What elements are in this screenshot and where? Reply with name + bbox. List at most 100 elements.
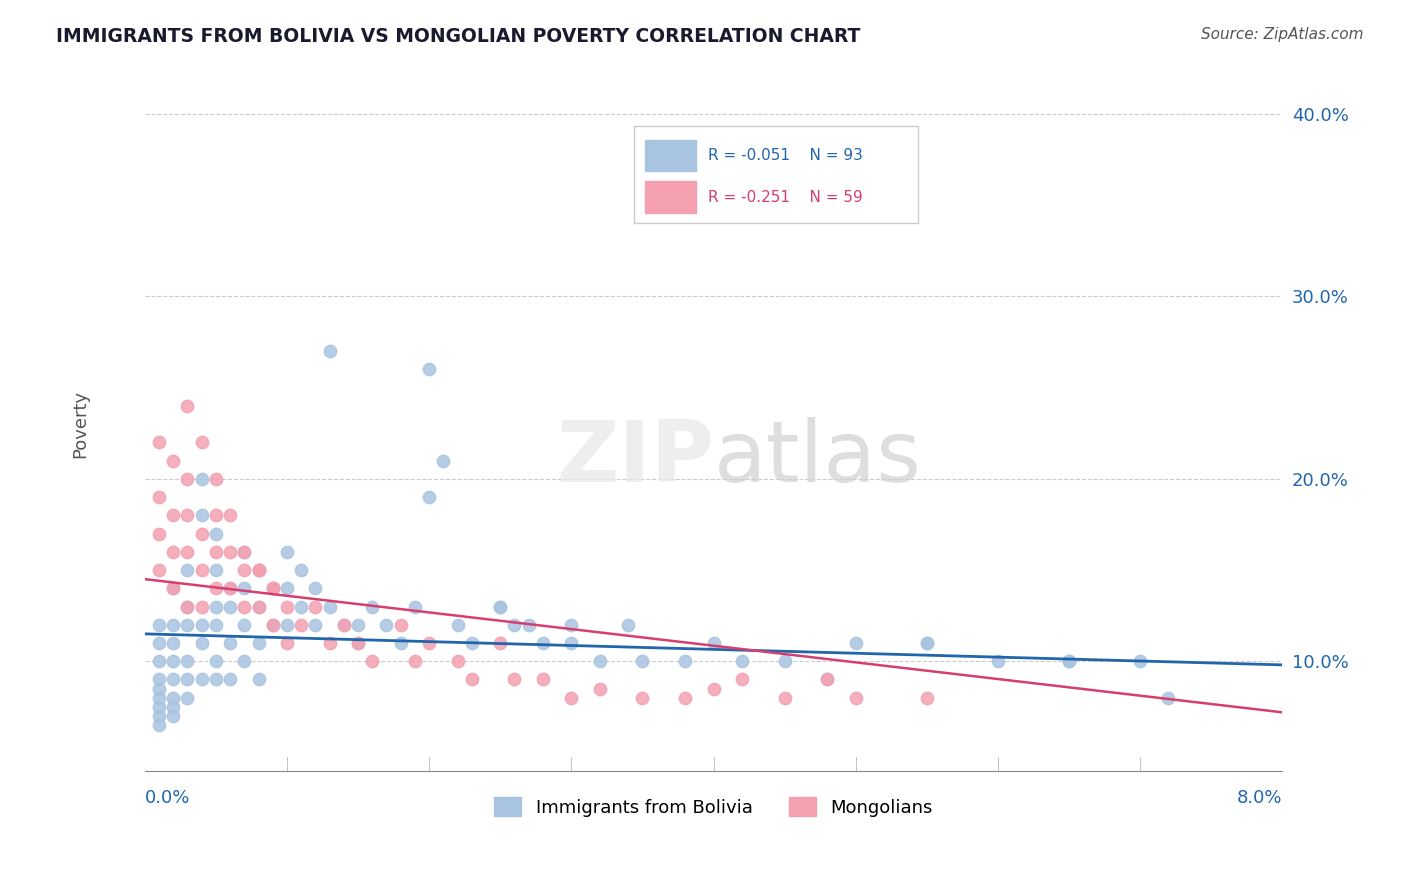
Point: [247, 636, 270, 650]
Point: [162, 699, 184, 714]
Point: [190, 617, 212, 632]
Point: [176, 399, 198, 413]
Point: [162, 709, 184, 723]
Point: [845, 198, 868, 212]
Point: [162, 617, 184, 632]
Point: [276, 545, 298, 559]
Point: [162, 673, 184, 687]
Point: [219, 581, 242, 595]
Point: [673, 690, 696, 705]
Point: [162, 654, 184, 668]
FancyBboxPatch shape: [645, 140, 696, 171]
Point: [190, 636, 212, 650]
Point: [162, 545, 184, 559]
Point: [148, 699, 170, 714]
Point: [162, 581, 184, 595]
Point: [190, 435, 212, 450]
Point: [247, 599, 270, 614]
Point: [503, 617, 526, 632]
Point: [389, 636, 412, 650]
Point: [589, 681, 612, 696]
Text: IMMIGRANTS FROM BOLIVIA VS MONGOLIAN POVERTY CORRELATION CHART: IMMIGRANTS FROM BOLIVIA VS MONGOLIAN POV…: [56, 27, 860, 45]
Point: [290, 563, 312, 577]
Point: [233, 545, 256, 559]
Point: [219, 508, 242, 523]
Point: [531, 636, 554, 650]
Point: [404, 599, 426, 614]
Point: [531, 673, 554, 687]
Point: [205, 581, 228, 595]
Point: [1129, 654, 1152, 668]
Point: [560, 617, 582, 632]
Point: [503, 673, 526, 687]
Point: [162, 453, 184, 467]
Point: [361, 654, 384, 668]
Point: [560, 690, 582, 705]
Point: [418, 490, 440, 504]
Text: 8.0%: 8.0%: [1237, 789, 1282, 807]
Point: [148, 617, 170, 632]
Point: [389, 617, 412, 632]
Point: [176, 508, 198, 523]
Point: [446, 617, 468, 632]
Point: [162, 508, 184, 523]
Point: [276, 636, 298, 650]
Point: [318, 599, 340, 614]
Point: [148, 435, 170, 450]
Point: [190, 599, 212, 614]
Point: [333, 617, 356, 632]
Point: [233, 654, 256, 668]
Point: [219, 545, 242, 559]
Point: [845, 636, 868, 650]
Point: [489, 636, 512, 650]
Point: [247, 599, 270, 614]
Point: [489, 599, 512, 614]
Point: [190, 508, 212, 523]
Point: [205, 617, 228, 632]
Point: [276, 617, 298, 632]
Point: [262, 581, 284, 595]
Point: [233, 563, 256, 577]
Point: [219, 581, 242, 595]
Point: [815, 673, 838, 687]
Point: [247, 673, 270, 687]
Point: [773, 690, 796, 705]
Point: [915, 636, 938, 650]
Point: [205, 508, 228, 523]
Point: [205, 526, 228, 541]
Point: [176, 472, 198, 486]
Point: [318, 344, 340, 359]
Point: [333, 617, 356, 632]
Point: [262, 581, 284, 595]
Legend: Immigrants from Bolivia, Mongolians: Immigrants from Bolivia, Mongolians: [486, 790, 941, 824]
Point: [148, 673, 170, 687]
Point: [304, 599, 326, 614]
Point: [262, 617, 284, 632]
Point: [148, 690, 170, 705]
Point: [631, 654, 654, 668]
Point: [617, 617, 640, 632]
Point: [446, 654, 468, 668]
Point: [148, 718, 170, 732]
Point: [773, 654, 796, 668]
Point: [375, 617, 398, 632]
Point: [205, 673, 228, 687]
Point: [219, 599, 242, 614]
Point: [148, 654, 170, 668]
Point: [987, 654, 1010, 668]
FancyBboxPatch shape: [634, 126, 918, 223]
Point: [1057, 654, 1080, 668]
Point: [233, 545, 256, 559]
Point: [233, 581, 256, 595]
Point: [276, 599, 298, 614]
FancyBboxPatch shape: [645, 181, 696, 212]
Text: atlas: atlas: [713, 417, 921, 500]
Y-axis label: Poverty: Poverty: [72, 390, 89, 458]
Point: [276, 581, 298, 595]
Point: [247, 563, 270, 577]
Point: [262, 617, 284, 632]
Point: [162, 690, 184, 705]
Point: [162, 581, 184, 595]
Point: [247, 563, 270, 577]
Point: [176, 545, 198, 559]
